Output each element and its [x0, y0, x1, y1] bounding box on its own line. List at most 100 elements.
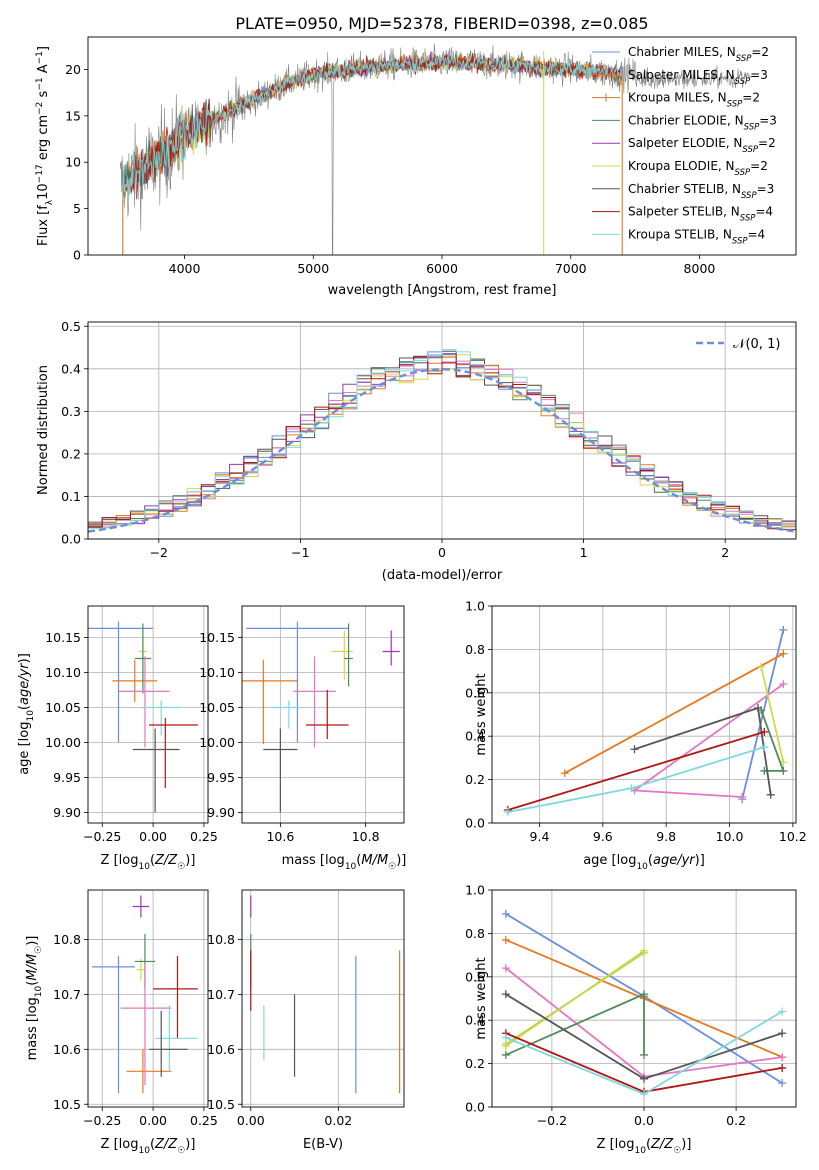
plot-area-mass_vs_Z	[92, 895, 198, 1094]
chart-spectrum: 4000 5000 6000 7000 8000 0 5 10 15 20 Chabrier MIL…	[35, 36, 797, 298]
label-fragment: age [log	[583, 853, 636, 868]
y-tick-label: 10.05	[199, 700, 235, 715]
plot-area-mass_vs_EBV	[250, 895, 401, 1094]
axes-frame	[87, 321, 797, 540]
legend-label-sub: SSP	[741, 191, 757, 201]
label-fragment: 10	[636, 862, 648, 872]
series-line-kroupa_elodie	[760, 666, 785, 763]
x-tick-label: −1	[291, 545, 309, 560]
y-tick-label: 10.00	[45, 735, 81, 750]
y-tick-label: 0	[73, 248, 81, 263]
series-point-lime	[640, 948, 648, 957]
x-tick-label: 9.4	[530, 829, 550, 844]
x-tick-label: 10.0	[716, 829, 744, 844]
plot-area-residuals	[88, 349, 796, 533]
series-point-salpeter_miles	[560, 769, 569, 778]
legend-label-text: Kroupa MILES, N	[628, 91, 727, 105]
label-fragment: 10	[634, 1146, 646, 1156]
series-point-chabrier_miles	[779, 625, 788, 634]
label-fragment: mass [log	[25, 997, 40, 1060]
axes-frame	[87, 889, 209, 1108]
axes-frame	[87, 36, 797, 256]
label-fragment: age [log	[17, 722, 32, 775]
legend-label-salpeter_miles: Salpeter MILES, NSSP=3	[628, 68, 768, 87]
axes-frame	[87, 605, 209, 824]
y-tick-label: 0.6	[465, 685, 485, 700]
residual-histogram-chabrier_stelib	[88, 350, 796, 533]
y-tick-label: 0.6	[465, 969, 485, 984]
label-fragment: 10	[34, 985, 44, 997]
legend-label-text: Chabrier STELIB, N	[628, 182, 741, 196]
label-fragment: 10	[138, 1146, 150, 1156]
y-axis-label: age [log10(age/yr)]	[17, 653, 36, 775]
label-fragment: )]	[25, 936, 40, 946]
series-point-kroupa_elodie	[757, 662, 766, 671]
x-tick-label: 9.8	[656, 829, 676, 844]
y-tick-label: 15	[65, 108, 81, 123]
x-tick-label: 0.2	[726, 1113, 746, 1128]
y-tick-label: 10.7	[207, 987, 235, 1002]
series-line-chabrier_elodie	[760, 709, 785, 772]
y-tick-label: 0.8	[465, 642, 485, 657]
legend-label-kroupa_elodie: Kroupa ELODIE, NSSP=2	[628, 159, 768, 178]
y-tick-label: 10.7	[53, 987, 81, 1002]
label-fragment: (	[150, 853, 155, 868]
series-point-pink	[738, 792, 747, 801]
series-point-salpeter_miles	[779, 649, 788, 658]
label-fragment: (	[646, 1137, 651, 1152]
label-fragment: )]	[185, 853, 195, 868]
axes-frame	[491, 605, 797, 824]
x-tick-label: −0.25	[83, 1113, 121, 1128]
y-tick-label: 10.15	[45, 630, 81, 645]
y-tick-label: 0.2	[465, 772, 485, 787]
y-tick-label: 20	[65, 62, 81, 77]
label-fragment: −2	[35, 102, 45, 115]
series-point-salpeter_stelib	[778, 1063, 787, 1072]
y-tick-label: 10.5	[207, 1097, 235, 1112]
legend-label-text: Salpeter STELIB, N	[628, 205, 740, 219]
y-tick-label: 9.95	[53, 770, 81, 785]
series-line-salpeter_stelib	[507, 731, 765, 811]
label-fragment: (	[17, 705, 32, 710]
normal-reference-curve	[88, 368, 796, 533]
y-tick-label: 9.95	[207, 770, 235, 785]
x-tick-label: 0.00	[139, 1113, 167, 1128]
y-tick-label: 0.0	[465, 816, 485, 831]
residual-histogram-pink	[88, 360, 796, 529]
residual-histogram-chabrier_elodie	[88, 354, 796, 532]
series-point-pink	[778, 1053, 787, 1062]
y-tick-label: 5	[73, 201, 81, 216]
label-fragment: age/yr	[17, 662, 32, 705]
series-point-kroupa_stelib	[503, 808, 512, 817]
label-fragment: 𝒩	[733, 337, 748, 352]
x-tick-label: 10.2	[779, 829, 807, 844]
y-tick-label: 0.4	[465, 1013, 485, 1028]
series-point-salpeter_stelib	[760, 727, 769, 736]
legend-label-chabrier_elodie: Chabrier ELODIE, NSSP=3	[628, 113, 777, 132]
x-tick-label: 0.00	[237, 1113, 265, 1128]
y-tick-label: 0.4	[465, 729, 485, 744]
label-fragment: s	[36, 90, 51, 101]
legend-label-sub: SSP	[742, 145, 758, 155]
x-tick-label: 0.02	[324, 1113, 352, 1128]
legend-label-sub: SSP	[727, 100, 743, 110]
residual-histogram-kroupa_stelib	[88, 349, 796, 529]
label-fragment: ☉	[388, 862, 396, 872]
legend-label-sub: SSP	[736, 54, 752, 64]
y-tick-label: 10.10	[199, 665, 235, 680]
x-tick-label: −2	[150, 545, 168, 560]
series-point-chabrier_stelib	[640, 1074, 648, 1083]
y-tick-label: 10.15	[199, 630, 235, 645]
legend-label-tail: =3	[759, 113, 777, 127]
x-tick-label: 4000	[169, 261, 201, 276]
x-tick-label: 9.6	[593, 829, 613, 844]
legend-label-salpeter_elodie: Salpeter ELODIE, NSSP=2	[628, 136, 776, 155]
x-axis-label: mass [log10(M/M☉)]	[282, 853, 407, 872]
label-fragment: 10	[345, 862, 357, 872]
x-tick-label: 1	[580, 545, 588, 560]
series-point-kroupa_stelib	[640, 1089, 648, 1098]
y-tick-label: 0.1	[61, 489, 81, 504]
